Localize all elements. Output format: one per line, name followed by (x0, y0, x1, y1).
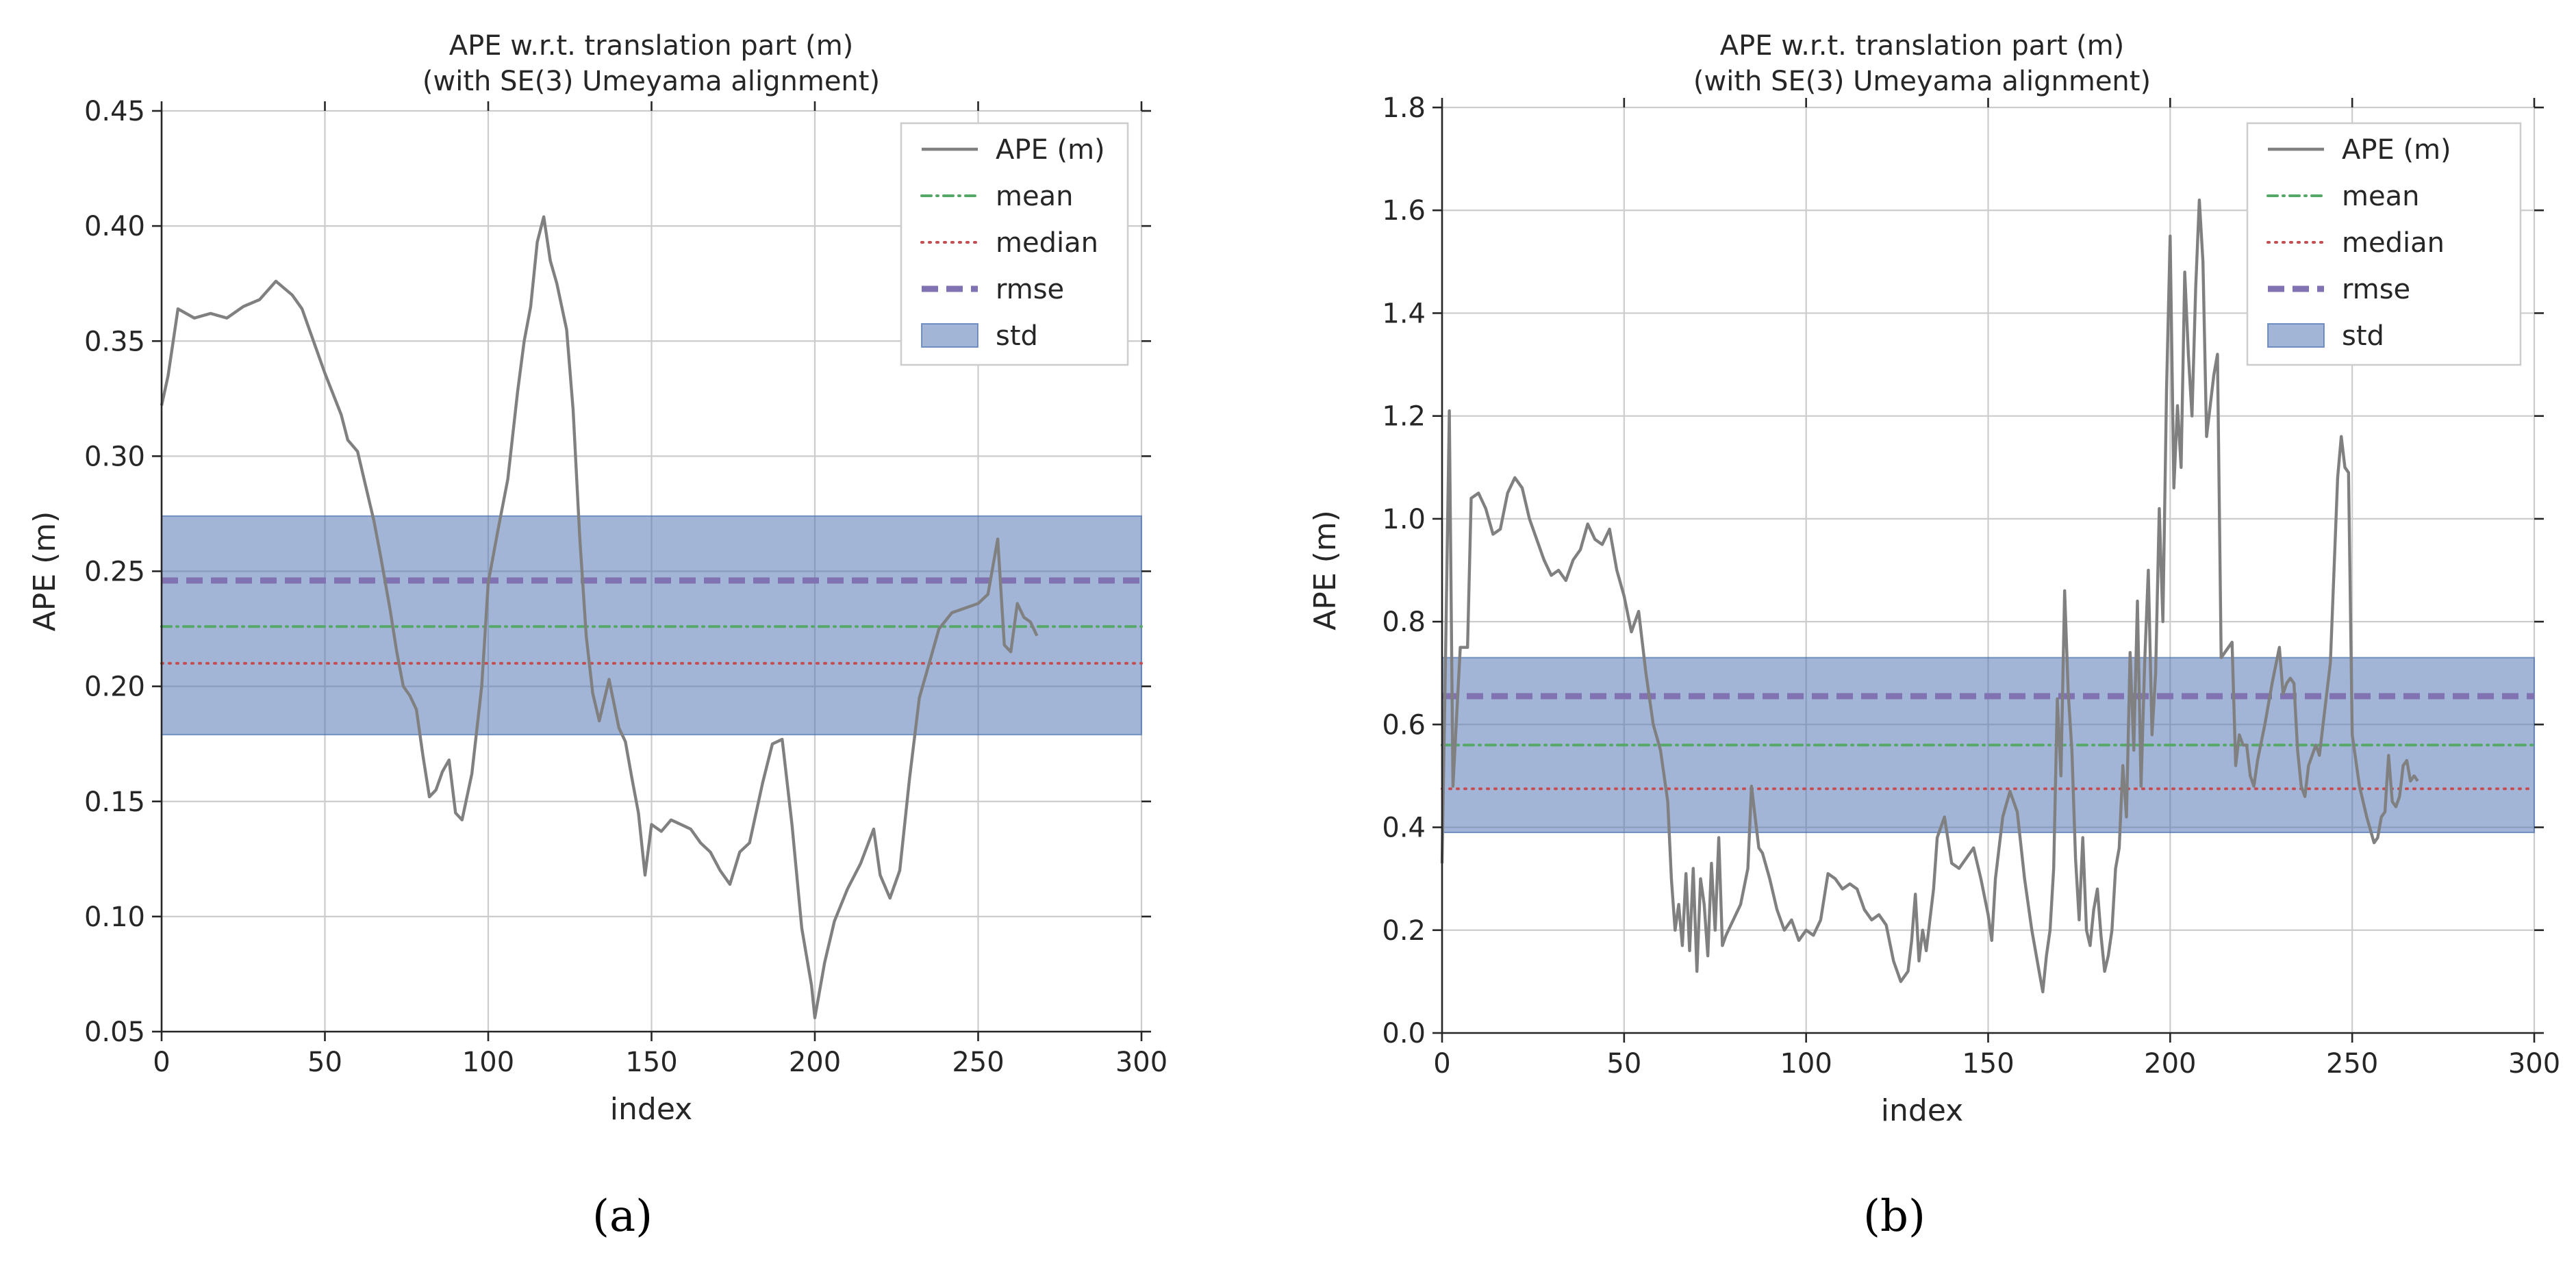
chart-panel-a: 0 50 100 150 200 250 300 0.05 0.10 0.15 0.20 0.25 0.… (27, 30, 1167, 1242)
y-tick-label: 0.10 (84, 902, 145, 933)
legend-label: median (996, 227, 1098, 259)
y-tick-label: 1.8 (1382, 92, 1426, 124)
chart-title: APE w.r.t. translation part (m) (449, 30, 854, 62)
legend-key-std (921, 323, 978, 348)
y-axis-label: APE (m) (27, 511, 62, 632)
legend-label: median (2342, 227, 2445, 259)
x-tick-label: 100 (462, 1047, 514, 1078)
x-tick-label: 50 (307, 1047, 342, 1078)
legend: APE (m) mean median rmse std (900, 122, 1129, 366)
chart-subtitle: (with SE(3) Umeyama alignment) (1693, 66, 2151, 97)
legend-label: APE (m) (996, 134, 1105, 166)
x-tick-label: 200 (789, 1047, 841, 1078)
x-tick-label: 300 (1115, 1047, 1167, 1078)
y-tick-label: 0.0 (1382, 1018, 1426, 1049)
y-tick-label: 0.05 (84, 1017, 145, 1048)
legend-label: mean (996, 181, 1073, 212)
legend: APE (m) mean median rmse std (2246, 122, 2522, 366)
x-tick-label: 0 (153, 1047, 170, 1078)
y-tick-label: 1.0 (1382, 504, 1426, 535)
legend-key-std (2267, 323, 2325, 348)
panel-caption: (a) (592, 1191, 653, 1242)
ape-series-line (1440, 199, 2419, 994)
legend-label: mean (2342, 181, 2419, 212)
y-tick-label: 1.2 (1382, 401, 1426, 433)
y-tick-label: 0.45 (84, 96, 145, 127)
x-tick-label: 50 (1606, 1048, 1641, 1080)
x-tick-label: 250 (952, 1047, 1004, 1078)
x-tick-label: 300 (2508, 1048, 2560, 1080)
legend-label: std (2342, 320, 2384, 352)
x-tick-label: 150 (625, 1047, 677, 1078)
x-tick-label: 0 (1433, 1048, 1450, 1080)
y-tick-label: 1.6 (1382, 195, 1426, 227)
legend-label: std (996, 320, 1038, 352)
y-tick-label: 0.4 (1382, 813, 1426, 844)
x-tick-label: 150 (1962, 1048, 2014, 1080)
chart-subtitle: (with SE(3) Umeyama alignment) (422, 66, 880, 97)
y-tick-label: 0.25 (84, 557, 145, 588)
y-axis-label: APE (m) (1308, 510, 1343, 630)
y-tick-label: 0.40 (84, 211, 145, 242)
y-tick-label: 0.20 (84, 672, 145, 703)
panel-caption: (b) (1863, 1191, 1925, 1242)
legend-label: rmse (2342, 274, 2410, 305)
x-tick-label: 100 (1780, 1048, 1832, 1080)
y-tick-label: 0.15 (84, 787, 145, 818)
chart-title: APE w.r.t. translation part (m) (1720, 30, 2125, 62)
y-tick-label: 0.30 (84, 441, 145, 472)
x-tick-label: 250 (2326, 1048, 2378, 1080)
y-tick-label: 0.35 (84, 326, 145, 357)
x-axis-label: index (1881, 1093, 1963, 1128)
x-axis-label: index (610, 1092, 692, 1127)
y-tick-label: 1.4 (1382, 298, 1426, 329)
y-tick-label: 0.2 (1382, 915, 1426, 947)
ape-series-line (160, 215, 1039, 1019)
y-tick-label: 0.6 (1382, 709, 1426, 741)
chart-panel-b: 0 50 100 150 200 250 300 0.0 0.2 0.4 0.6 0.8 1.0 1.2 1… (1308, 30, 2560, 1242)
legend-label: APE (m) (2342, 134, 2451, 166)
legend-label: rmse (996, 274, 1064, 305)
y-tick-label: 0.8 (1382, 607, 1426, 638)
x-tick-label: 200 (2144, 1048, 2196, 1080)
